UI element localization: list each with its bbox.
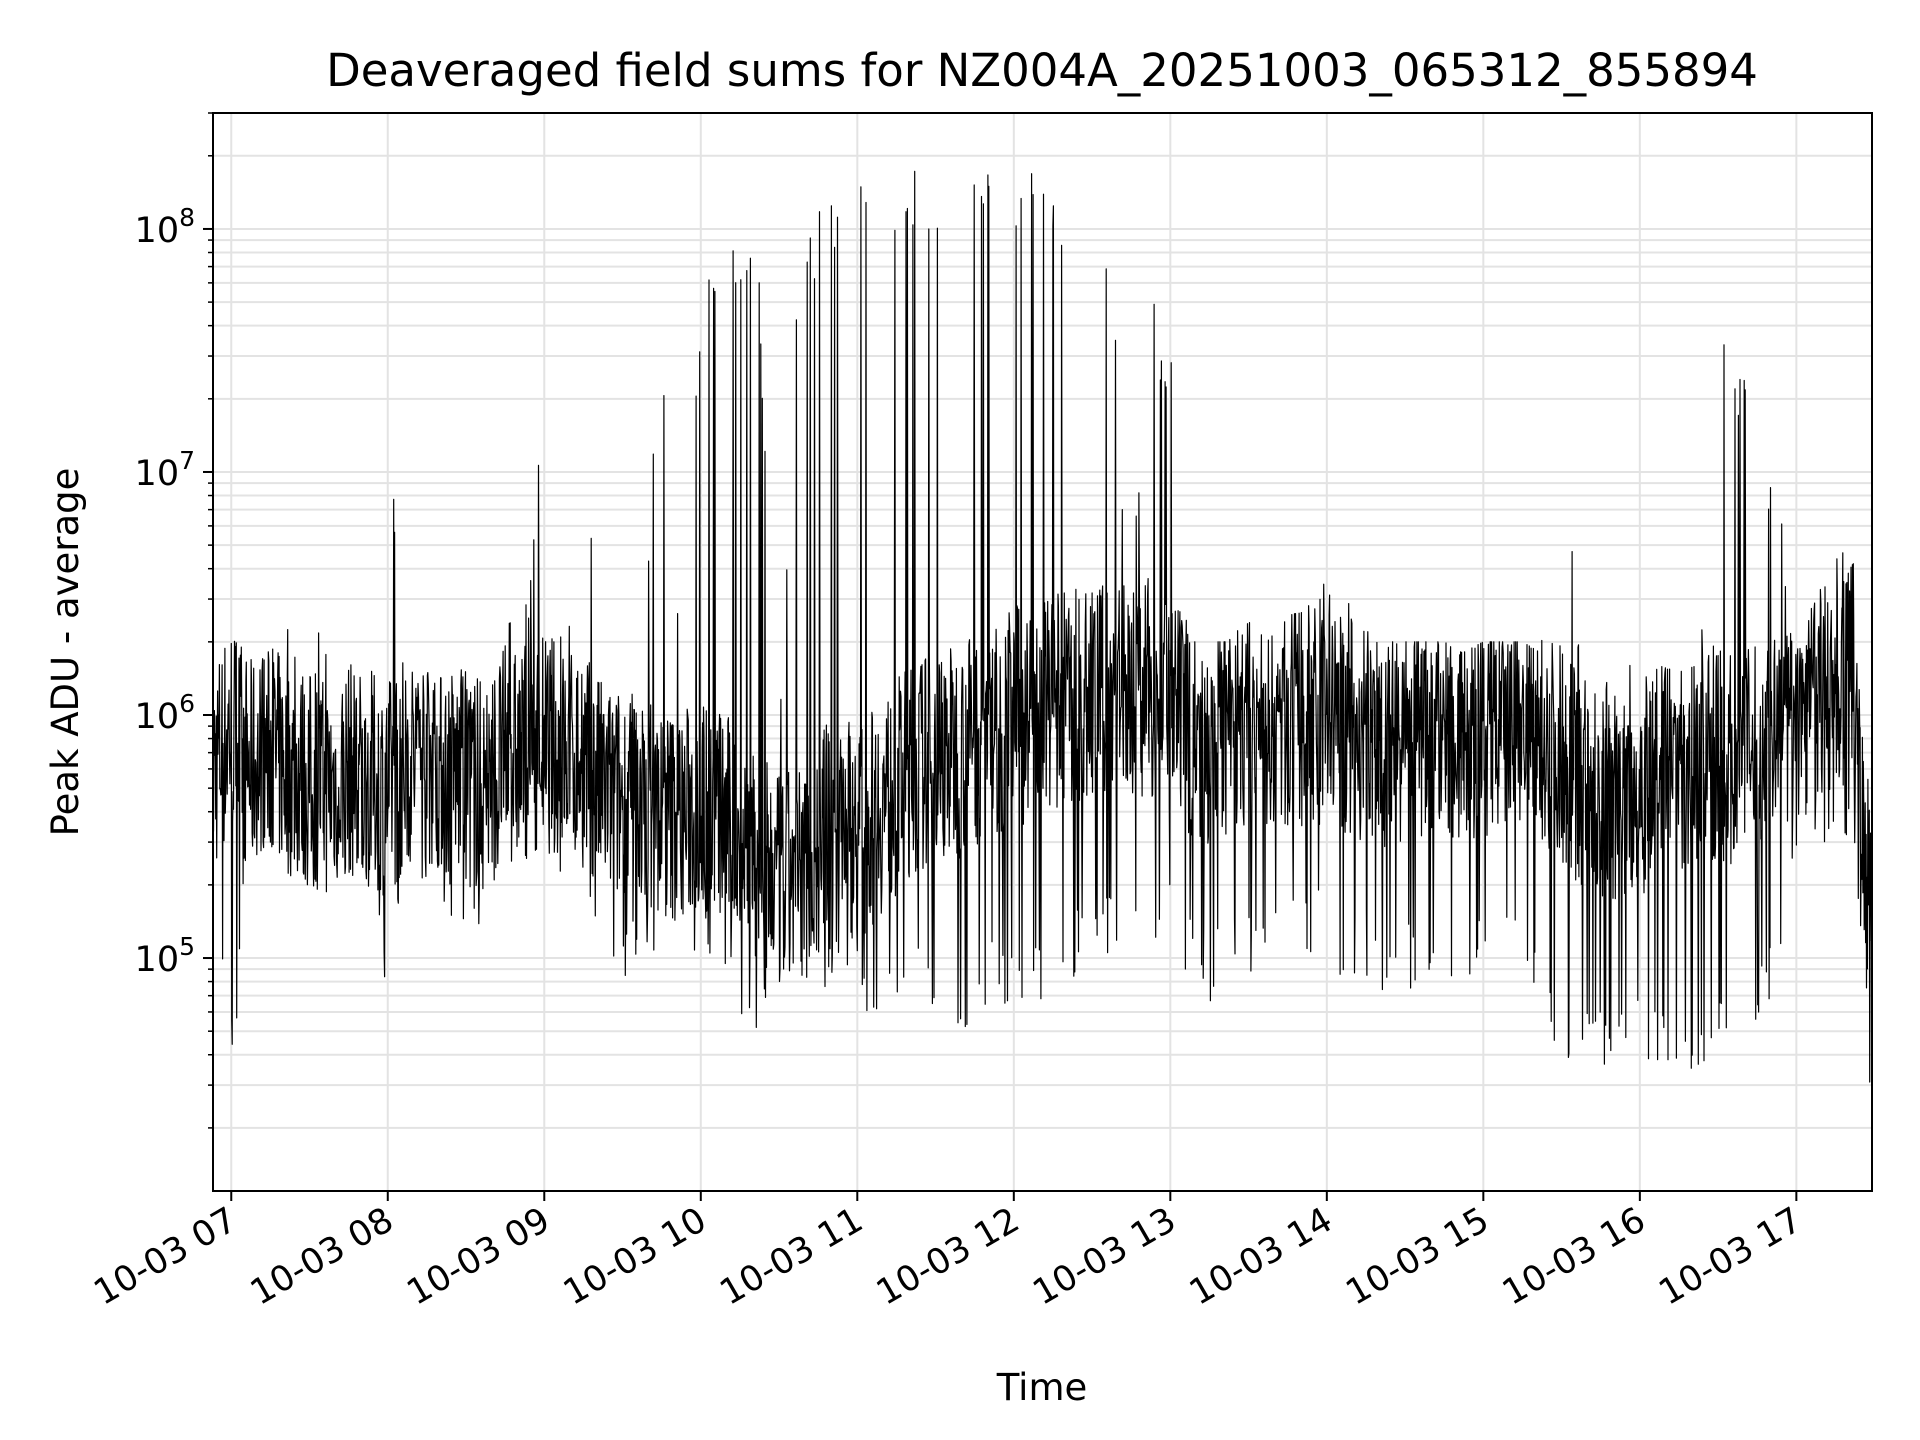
x-tick-label: 10-03 11 xyxy=(714,1200,870,1313)
x-tick-label: 10-03 13 xyxy=(1027,1200,1183,1313)
x-tick-label: 10-03 12 xyxy=(870,1200,1026,1313)
y-tick-label: 105 xyxy=(135,932,195,980)
y-axis-title: Peak ADU - average xyxy=(44,468,87,837)
x-tick-label: 10-03 14 xyxy=(1183,1200,1339,1313)
y-tick-label: 108 xyxy=(135,203,195,251)
x-axis: 10-03 07 10-03 08 10-03 09 10-03 10 10-03 11… xyxy=(87,1191,1809,1313)
x-tick-label: 10-03 10 xyxy=(557,1200,713,1313)
x-axis-title: Time xyxy=(996,1366,1088,1409)
y-tick-label: 106 xyxy=(135,689,195,737)
plot-frame xyxy=(212,112,1873,1192)
series-layer xyxy=(212,170,1873,1083)
x-tick-label: 10-03 15 xyxy=(1340,1200,1496,1313)
chart-title: Deaveraged field sums for NZ004A_2025100… xyxy=(326,44,1758,97)
x-tick-label: 10-03 16 xyxy=(1496,1200,1652,1313)
y-tick-label: 107 xyxy=(135,446,195,494)
x-tick-label: 10-03 17 xyxy=(1653,1200,1809,1313)
y-axis: 105 106 107 108 xyxy=(135,112,213,1129)
x-tick-label: 10-03 08 xyxy=(244,1200,400,1313)
x-tick-label: 10-03 09 xyxy=(400,1200,556,1313)
grid-layer xyxy=(213,112,1872,1191)
series-line xyxy=(212,170,1873,1083)
x-tick-label: 10-03 07 xyxy=(87,1200,243,1313)
